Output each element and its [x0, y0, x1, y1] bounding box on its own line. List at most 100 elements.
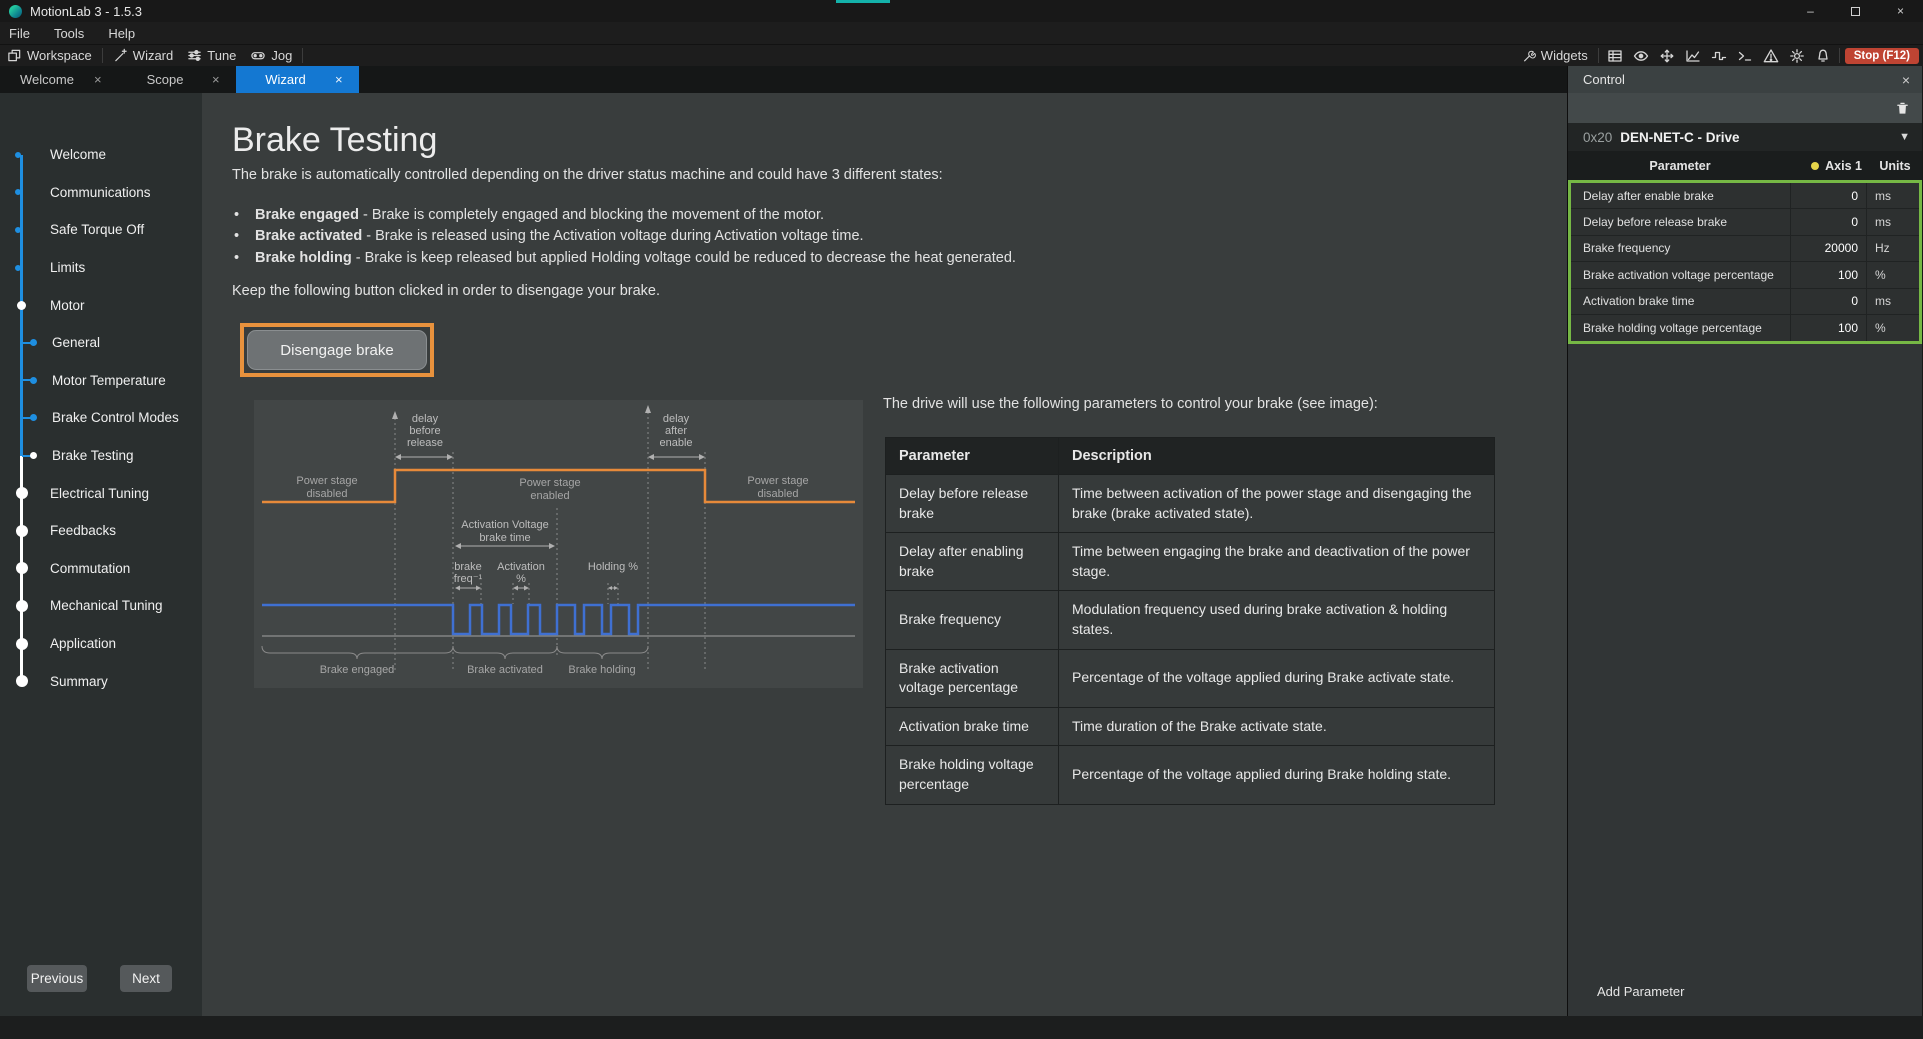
warning-icon — [1763, 48, 1779, 62]
disengage-brake-button[interactable]: Disengage brake — [247, 330, 427, 370]
move-icon — [1660, 49, 1674, 62]
notifications-button[interactable] — [1810, 45, 1836, 67]
scope-chart-button[interactable] — [1680, 45, 1706, 67]
param-row[interactable]: Brake holding voltage percentage 100% — [1571, 314, 1919, 342]
control-panel-title: Control — [1583, 72, 1625, 87]
param-row[interactable]: Brake frequency 20000 Hz — [1571, 235, 1919, 263]
sidebar-item-motor[interactable]: Motor — [0, 286, 202, 324]
table-view-button[interactable] — [1602, 45, 1628, 67]
brake-voltage-waveform — [262, 603, 855, 636]
sidebar-item-safe-torque-off[interactable]: Safe Torque Off — [0, 211, 202, 249]
sidebar-item-commutation[interactable]: Commutation — [0, 550, 202, 588]
tab-scope[interactable]: Scope × — [118, 66, 236, 93]
step-dot — [15, 487, 28, 500]
window-title: MotionLab 3 - 1.5.3 — [30, 3, 143, 19]
sidebar-item-limits[interactable]: Limits — [0, 249, 202, 287]
param-row[interactable]: Brake activation voltage percentage 100% — [1571, 262, 1919, 289]
svg-text:brake: brake — [454, 561, 482, 573]
tab-wizard[interactable]: Wizard × — [236, 66, 359, 93]
watch-button[interactable] — [1628, 45, 1654, 67]
tab-close-icon[interactable]: × — [94, 72, 102, 87]
sidebar-item-brake-testing[interactable]: Brake Testing — [0, 437, 202, 475]
previous-button[interactable]: Previous — [27, 965, 87, 992]
step-dot — [30, 376, 37, 384]
step-dot — [15, 226, 21, 233]
trash-icon[interactable] — [1895, 101, 1910, 116]
brake-timing-diagram: delay before release delay after enable … — [254, 400, 863, 688]
sidebar-item-welcome[interactable]: Welcome — [0, 136, 202, 174]
sidebar-item-mechanical-tuning[interactable]: Mechanical Tuning — [0, 587, 202, 625]
menu-tools[interactable]: Tools — [53, 25, 85, 41]
toolbar-separator — [101, 48, 103, 63]
column-header-parameter: Parameter — [885, 437, 1059, 475]
menu-help[interactable]: Help — [108, 25, 136, 41]
param-row[interactable]: Activation brake time 0 ms — [1571, 288, 1919, 315]
maximize-icon — [1851, 6, 1860, 16]
wizard-button[interactable]: Wizard — [106, 45, 180, 67]
menu-file[interactable]: File — [9, 25, 30, 41]
workspace-icon — [8, 49, 21, 62]
sidebar-item-summary[interactable]: Summary — [0, 662, 202, 700]
sidebar-item-motor-temperature[interactable]: Motor Temperature — [0, 362, 202, 400]
tab-close-icon[interactable]: × — [335, 72, 343, 87]
step-dot — [15, 151, 21, 158]
svg-text:Power stage: Power stage — [747, 475, 808, 487]
sidebar-item-electrical-tuning[interactable]: Electrical Tuning — [0, 474, 202, 512]
sidebar-item-brake-control-modes[interactable]: Brake Control Modes — [0, 399, 202, 437]
tab-welcome[interactable]: Welcome × — [0, 66, 118, 93]
motion-button[interactable] — [1654, 45, 1680, 67]
params-intro-text: The drive will use the following paramet… — [883, 396, 1378, 412]
widgets-button[interactable]: Widgets — [1515, 45, 1595, 67]
svg-text:release: release — [407, 437, 443, 449]
svg-text:Power stage: Power stage — [296, 475, 357, 487]
next-button[interactable]: Next — [120, 965, 172, 992]
workspace-button[interactable]: Workspace — [0, 45, 99, 67]
svg-text:Power stage: Power stage — [519, 477, 580, 489]
brake-params-description-table: Parameter Description Delay before relea… — [885, 437, 1495, 805]
sidebar-item-application[interactable]: Application — [0, 625, 202, 663]
add-parameter-button[interactable]: Add Parameter — [1597, 984, 1685, 999]
minimize-button[interactable]: – — [1807, 4, 1814, 18]
tune-button[interactable]: Tune — [180, 45, 243, 67]
axis-header: Axis 1 — [1792, 159, 1868, 173]
maximize-button[interactable] — [1833, 0, 1878, 22]
step-dot — [15, 675, 28, 688]
alerts-button[interactable] — [1758, 45, 1784, 67]
bullet-dot: • — [234, 228, 240, 245]
signals-button[interactable] — [1706, 45, 1732, 67]
svg-text:delay: delay — [663, 413, 690, 425]
stop-button[interactable]: Stop (F12) — [1844, 47, 1919, 64]
param-row[interactable]: Delay before release brake 0 ms — [1571, 209, 1919, 236]
table-row: Brake activation voltage percentage Perce… — [885, 648, 1495, 708]
sidebar-item-communications[interactable]: Communications — [0, 174, 202, 212]
gear-icon — [1789, 48, 1804, 63]
console-button[interactable] — [1732, 45, 1758, 67]
wand-icon — [115, 48, 127, 62]
app-logo-icon — [9, 4, 22, 18]
wizard-page-brake-testing: Brake Testing The brake is automatically… — [202, 93, 1567, 1016]
list-item: • Brake activated - Brake is released usi… — [230, 226, 1016, 248]
param-table-highlight: Delay after enable brake 0 ms Delay before… — [1568, 180, 1922, 345]
intro-text: The brake is automatically controlled de… — [232, 167, 943, 183]
tab-close-icon[interactable]: × — [212, 72, 220, 87]
svg-text:Brake activated: Brake activated — [467, 664, 543, 676]
svg-text:freq⁻¹: freq⁻¹ — [454, 573, 483, 585]
sidebar-item-feedbacks[interactable]: Feedbacks — [0, 512, 202, 550]
step-dot — [30, 452, 37, 460]
branch-line — [22, 341, 31, 344]
gamepad-icon — [251, 52, 266, 60]
device-name: DEN-NET-C - Drive — [1620, 129, 1740, 145]
jog-button[interactable]: Jog — [243, 45, 299, 67]
settings-button[interactable] — [1784, 45, 1810, 67]
device-selector[interactable]: 0x20 DEN-NET-C - Drive ▼ — [1568, 123, 1922, 151]
param-header: Parameter — [1649, 158, 1711, 173]
toolbar: Workspace Wizard Tune Jog Widgets — [0, 44, 1923, 66]
svg-text:enabled: enabled — [530, 490, 569, 502]
close-button[interactable]: × — [1896, 4, 1904, 18]
sidebar-item-general[interactable]: General — [0, 324, 202, 362]
param-row[interactable]: Delay after enable brake 0 ms — [1571, 183, 1919, 210]
branch-line — [22, 454, 31, 457]
control-panel-close-icon[interactable]: × — [1901, 71, 1910, 88]
svg-text:Activation Voltage: Activation Voltage — [461, 519, 548, 531]
wrench-icon — [1523, 50, 1536, 61]
